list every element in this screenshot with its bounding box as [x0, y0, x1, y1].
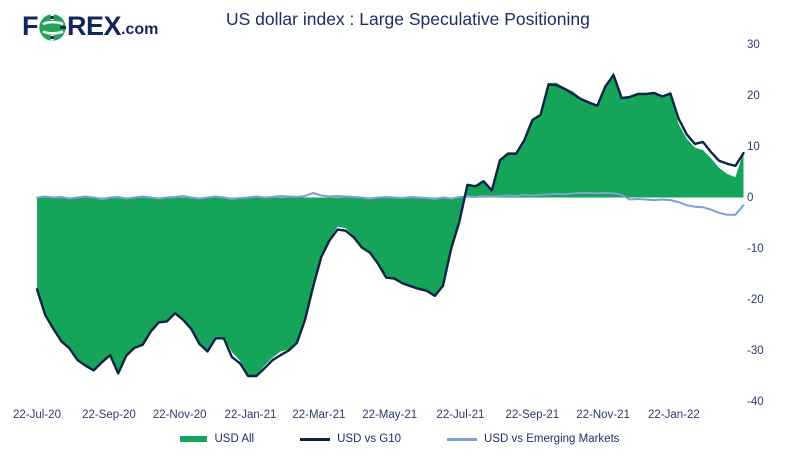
- y-tick-label: -10: [747, 242, 764, 255]
- y-tick-label: -40: [747, 395, 764, 408]
- legend-swatch: [180, 436, 208, 442]
- logo-text-rex: REX: [67, 11, 122, 41]
- legend-swatch: [447, 437, 478, 441]
- legend: USD All USD vs G10 USD vs Emerging Markets: [0, 433, 800, 445]
- usd-em-line: [36, 191, 745, 216]
- legend-label: USD vs Emerging Markets: [484, 433, 620, 445]
- logo-text-f: F: [22, 11, 39, 41]
- usd-all-area: [37, 72, 744, 375]
- x-tick-label: 22-Mar-21: [292, 409, 346, 421]
- legend-item: USD vs Emerging Markets: [447, 433, 620, 445]
- legend-label: USD All: [214, 433, 255, 445]
- legend-label: USD vs G10: [337, 433, 402, 445]
- chart-title: US dollar index : Large Speculative Posi…: [226, 9, 590, 29]
- x-tick-label: 22-Nov-20: [152, 409, 207, 421]
- legend-item: USD vs G10: [300, 433, 401, 445]
- logo-text-com: .com: [121, 21, 159, 38]
- forex-logo-o-icon: [39, 13, 66, 41]
- y-tick-label: 30: [747, 38, 760, 51]
- y-tick-label: 20: [747, 89, 760, 102]
- x-tick-label: 22-Jan-22: [647, 409, 700, 421]
- y-tick-label: -30: [747, 344, 764, 357]
- x-tick-label: 22-Nov-21: [576, 409, 630, 421]
- y-tick-label: -20: [747, 293, 764, 306]
- x-tick-label: 22-Jul-20: [13, 409, 61, 421]
- legend-item: USD All: [180, 433, 254, 445]
- y-tick-label: 10: [747, 140, 760, 153]
- x-tick-label: 22-Sep-20: [82, 409, 136, 421]
- x-tick-label: 22-Jul-21: [436, 409, 485, 421]
- legend-swatch: [300, 437, 331, 441]
- x-tick-label: 22-Jan-21: [224, 409, 277, 421]
- usd-g10-line: [35, 73, 745, 378]
- forex-logo: F REX .com: [22, 10, 158, 42]
- x-tick-label: 22-Sep-21: [505, 409, 560, 421]
- y-tick-label: 0: [747, 191, 754, 204]
- x-tick-label: 22-May-21: [362, 409, 418, 421]
